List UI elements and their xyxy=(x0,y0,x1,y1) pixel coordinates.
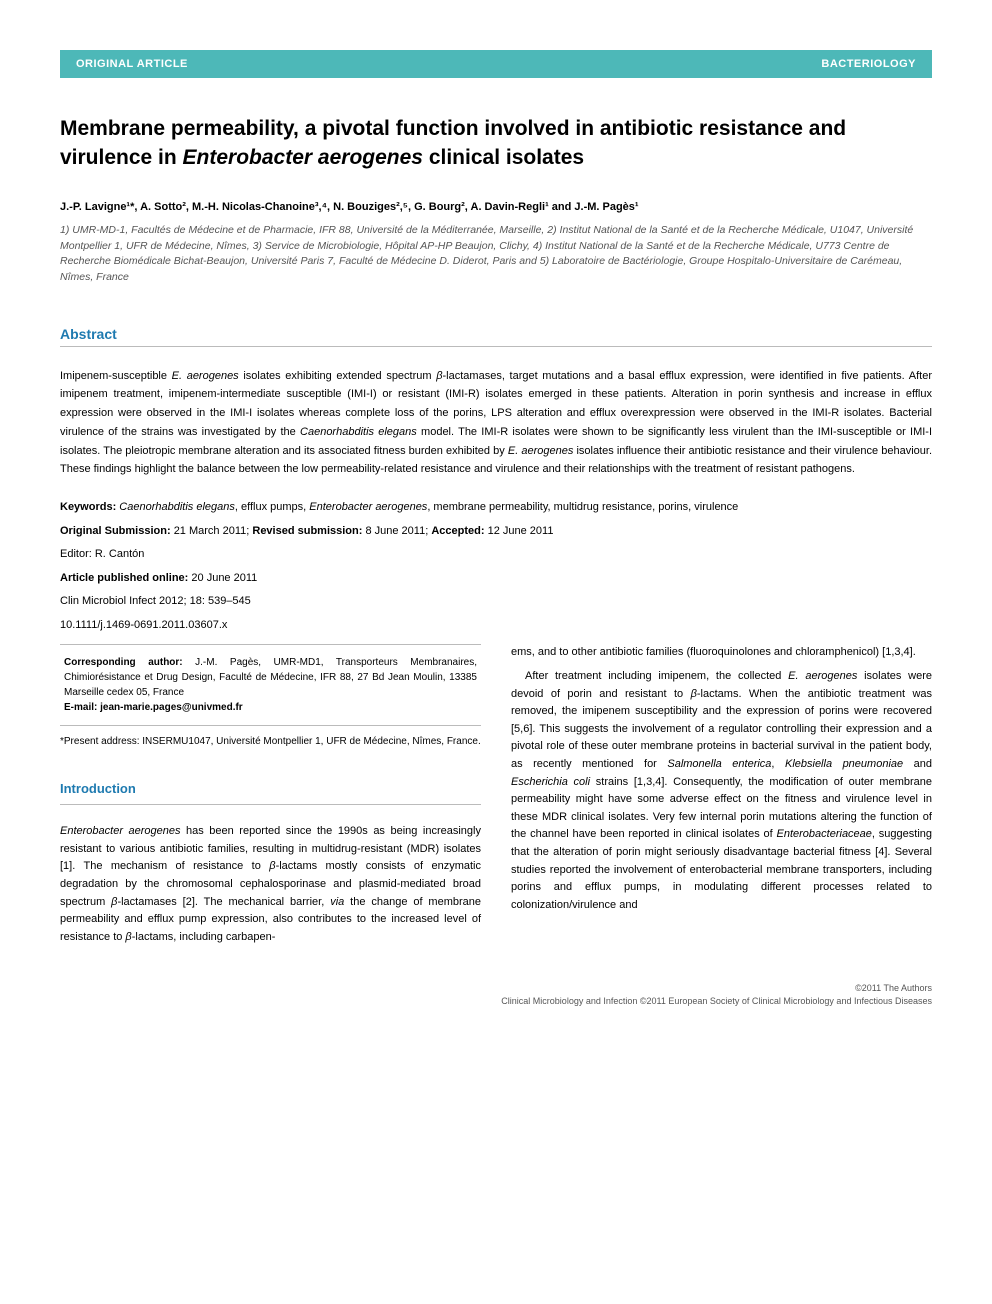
corr-email-label: E-mail: xyxy=(64,702,100,713)
doi-line: 10.1111/j.1469-0691.2011.03607.x xyxy=(60,617,932,635)
corr-email: jean-marie.pages@univmed.fr xyxy=(100,702,243,713)
dates-line: Original Submission: 21 March 2011; Revi… xyxy=(60,523,932,541)
keywords-line: Keywords: Caenorhabditis elegans, efflux… xyxy=(60,499,932,517)
present-address: *Present address: INSERMU1047, Universit… xyxy=(60,734,481,749)
article-type-bar: ORIGINAL ARTICLE BACTERIOLOGY xyxy=(60,50,932,78)
pub-label: Article published online: xyxy=(60,572,191,584)
intro-rule xyxy=(60,804,481,805)
affiliations: 1) UMR-MD-1, Facultés de Médecine et de … xyxy=(60,223,932,286)
right-para-1: ems, and to other antibiotic families (f… xyxy=(511,644,932,662)
intro-para-left: Enterobacter aerogenes has been reported… xyxy=(60,823,481,946)
abstract-heading: Abstract xyxy=(60,326,932,342)
corr-label: Corresponding author: xyxy=(64,657,195,668)
editor-line: Editor: R. Cantón xyxy=(60,546,932,564)
right-column: ems, and to other antibiotic families (f… xyxy=(511,644,932,946)
page-footer: ©2011 The Authors Clinical Microbiology … xyxy=(60,982,932,1007)
pub-line: Article published online: 20 June 2011 xyxy=(60,570,932,588)
corresponding-author-box: Corresponding author: J.-M. Pagès, UMR-M… xyxy=(60,644,481,726)
keywords-label: Keywords: xyxy=(60,501,119,513)
footer-line-2: Clinical Microbiology and Infection ©201… xyxy=(60,995,932,1008)
authors-line: J.-P. Lavigne¹*, A. Sotto², M.-H. Nicola… xyxy=(60,201,932,213)
abstract-text: Imipenem-susceptible E. aerogenes isolat… xyxy=(60,367,932,479)
intro-heading: Introduction xyxy=(60,779,481,800)
abstract-rule xyxy=(60,346,932,347)
journal-line: Clin Microbiol Infect 2012; 18: 539–545 xyxy=(60,593,932,611)
editor-label: Editor: xyxy=(60,548,95,560)
editor-value: R. Cantón xyxy=(95,548,145,560)
article-type-right: BACTERIOLOGY xyxy=(821,58,916,70)
article-title: Membrane permeability, a pivotal functio… xyxy=(60,114,932,173)
left-column: Corresponding author: J.-M. Pagès, UMR-M… xyxy=(60,644,481,946)
pub-value: 20 June 2011 xyxy=(191,572,257,584)
right-para-2: After treatment including imipenem, the … xyxy=(511,668,932,914)
footer-line-1: ©2011 The Authors xyxy=(60,982,932,995)
article-type-left: ORIGINAL ARTICLE xyxy=(76,58,188,70)
title-italic: Enterobacter aerogenes xyxy=(183,146,423,169)
keywords-value: Caenorhabditis elegans, efflux pumps, En… xyxy=(119,501,738,513)
title-post: clinical isolates xyxy=(423,146,584,169)
